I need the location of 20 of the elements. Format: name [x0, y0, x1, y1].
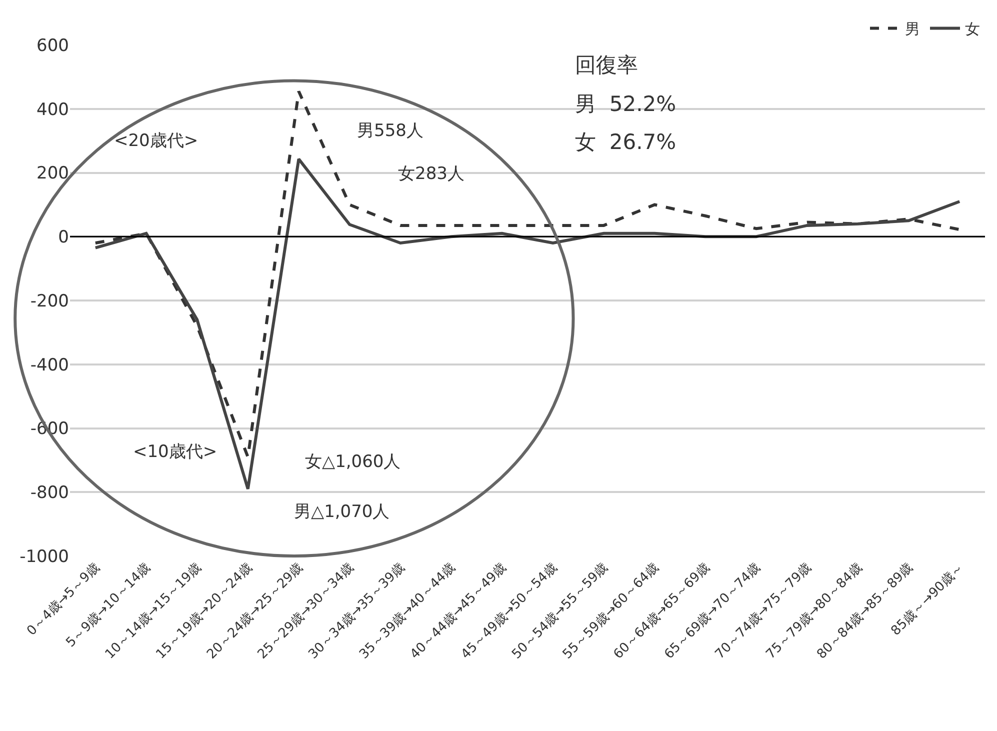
annotation: 男 52.2%	[575, 92, 676, 116]
y-tick-label: 200	[36, 164, 69, 184]
annotation: 男△1,070人	[294, 502, 390, 522]
line-series	[94, 158, 962, 490]
y-tick-label: 0	[58, 228, 69, 248]
y-tick-label: -200	[30, 291, 69, 312]
y-tick-label: -400	[30, 355, 69, 376]
annotation: <10歳代>	[133, 442, 218, 462]
annotation: 女 26.7%	[575, 130, 676, 154]
annotation: 女△1,060人	[305, 452, 401, 472]
annotation: <20歳代>	[114, 131, 198, 151]
y-tick-label: -1000	[20, 546, 69, 567]
y-tick-label: -800	[30, 483, 69, 504]
annotation: 回復率	[575, 53, 638, 77]
y-tick-label: 600	[36, 36, 69, 56]
annotation: 男558人	[357, 121, 424, 141]
y-tick-label: 400	[36, 100, 69, 120]
annotation: 女283人	[398, 164, 464, 184]
legend-label: 女	[965, 20, 980, 38]
legend-label: 男	[905, 20, 920, 38]
